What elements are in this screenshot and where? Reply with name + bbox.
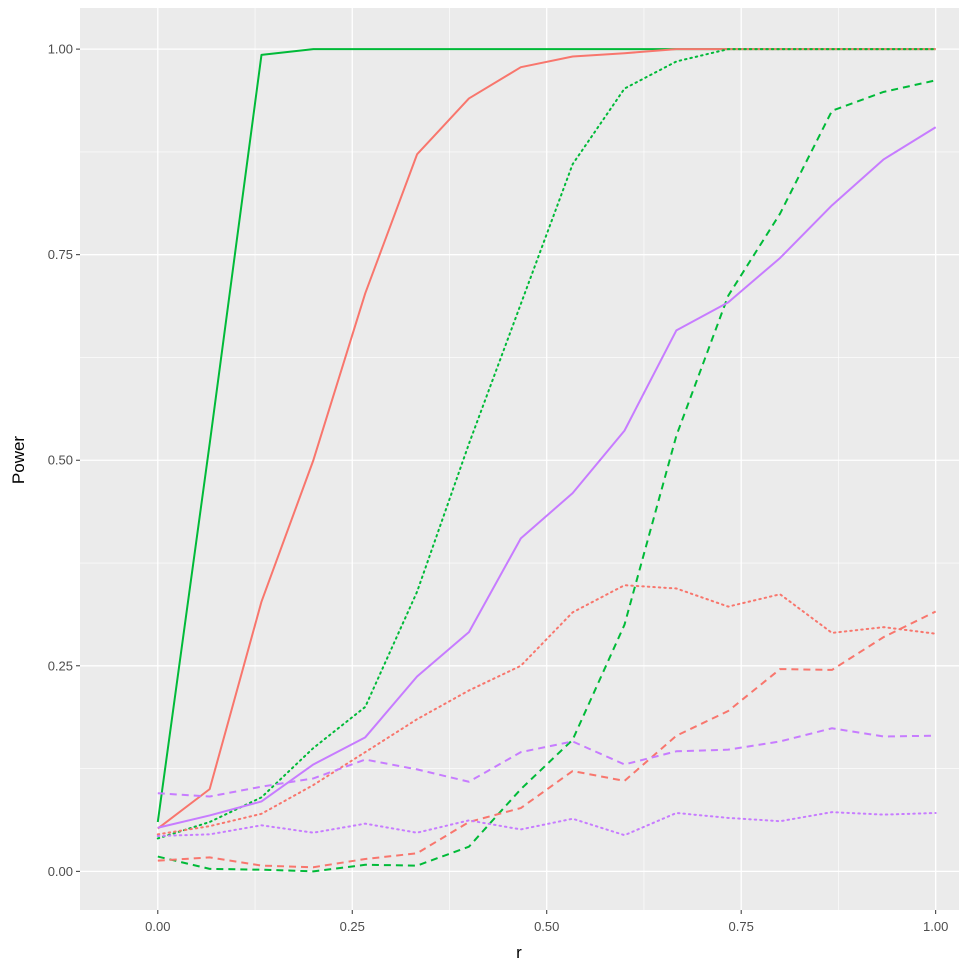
y-tick-label: 0.75 <box>48 247 73 262</box>
y-axis-ticks: 0.00 0.25 0.50 0.75 1.00 <box>48 42 80 879</box>
series-line-6-dotted <box>156 584 937 836</box>
x-tick-label: 1.00 <box>923 919 948 934</box>
series-line-5-solid <box>157 126 937 829</box>
minor-gridlines <box>80 8 959 910</box>
y-tick-label: 0.50 <box>48 453 73 468</box>
y-tick-label: 1.00 <box>48 42 73 57</box>
series-lines <box>156 48 937 873</box>
series-line-3-dotted <box>156 48 937 840</box>
y-tick-label: 0.25 <box>48 658 73 673</box>
x-axis-ticks: 0.00 0.25 0.50 0.75 1.00 <box>145 910 948 934</box>
plot-panel <box>80 8 959 910</box>
x-axis-title: r <box>516 943 522 962</box>
x-tick-label: 0.25 <box>340 919 365 934</box>
series-line-8-dashed <box>157 727 936 798</box>
y-axis-title: Power <box>9 436 28 485</box>
x-tick-label: 0.50 <box>534 919 559 934</box>
series-line-7-dashed <box>157 610 937 869</box>
y-tick-label: 0.00 <box>48 864 73 879</box>
series-line-9-dotted <box>156 811 937 837</box>
x-tick-label: 0.00 <box>145 919 170 934</box>
x-tick-label: 0.75 <box>729 919 754 934</box>
